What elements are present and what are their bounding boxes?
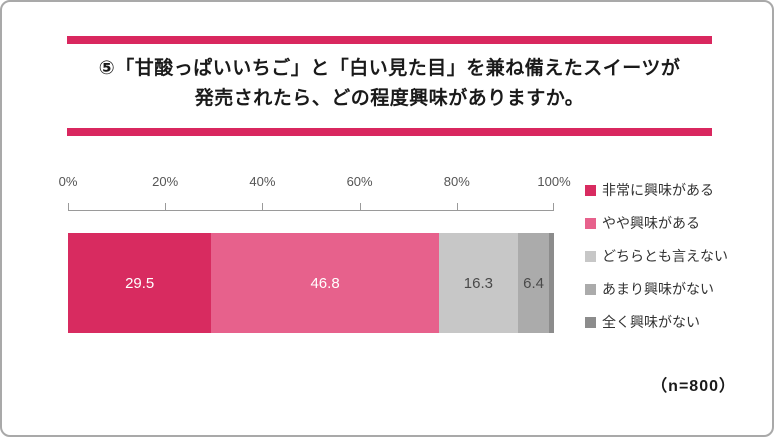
chart-legend: 非常に興味がある やや興味があるどちらとも言えない あまり興味がない 全く興味がない [585, 181, 765, 346]
bar-segment-5 [549, 233, 554, 333]
bar-segment-value: 46.8 [310, 274, 340, 292]
axis-tick-mark [553, 203, 554, 210]
x-axis-ruler [68, 203, 554, 211]
axis-tick-label: 0% [58, 174, 78, 189]
plot-area: 0% 20% 40% 60% 80% 100% 29.5 46.8 16.3 6.4 [59, 174, 571, 333]
sample-size-label: （n=800） [651, 378, 736, 395]
bar-segment-1: 29.5 [68, 233, 212, 333]
x-axis-labels: 0% 20% 40% 60% 80% 100% [59, 174, 571, 192]
chart-title-line1: ⑤「甘酸っぱいいちご」と「白い見た目」を兼ね備えたスイーツが [98, 58, 681, 79]
axis-tick-label: 20% [152, 174, 179, 189]
legend-label: どちらとも言えない [602, 248, 728, 264]
title-top-rule [67, 36, 712, 44]
legend-item: あまり興味がない [585, 280, 765, 298]
legend-swatch [585, 217, 596, 229]
legend-label: 全く興味がない [602, 314, 700, 330]
legend-label: 非常に興味がある [602, 182, 714, 198]
bar-segment-3: 16.3 [438, 233, 518, 333]
chart-title-line2: 発売されたら、どの程度興味がありますか。 [194, 88, 585, 109]
bar-segment-value: 16.3 [463, 274, 493, 292]
axis-tick-label: 100% [537, 174, 571, 189]
axis-tick-label: 60% [346, 174, 373, 189]
legend-label: あまり興味がない [602, 281, 714, 297]
legend-swatch [585, 184, 596, 196]
axis-tick-mark [456, 203, 458, 210]
axis-tick-mark [262, 203, 264, 210]
legend-item: どちらとも言えない [585, 247, 765, 265]
chart-title: ⑤「甘酸っぱいいちご」と「白い見た目」を兼ね備えたスイーツが 発売されたら、どの… [67, 54, 712, 114]
bar-segment-value: 6.4 [523, 274, 544, 292]
legend-swatch [585, 283, 596, 295]
axis-tick-mark [165, 203, 167, 210]
bar-segment-2: 46.8 [211, 233, 439, 333]
legend-swatch [585, 316, 596, 328]
stacked-bar: 29.5 46.8 16.3 6.4 [68, 233, 554, 333]
axis-tick-mark [359, 203, 361, 210]
legend-item: やや興味がある [585, 214, 765, 232]
legend-swatch [585, 250, 596, 262]
legend-item: 非常に興味がある [585, 181, 765, 199]
axis-tick-label: 40% [249, 174, 276, 189]
legend-label: やや興味がある [602, 215, 700, 231]
bar-segment-value: 29.5 [125, 274, 155, 292]
bar-segment-4: 6.4 [518, 233, 550, 333]
axis-tick-mark [68, 203, 69, 210]
legend-item: 全く興味がない [585, 313, 765, 331]
title-bottom-rule [67, 128, 712, 136]
axis-tick-label: 80% [443, 174, 470, 189]
